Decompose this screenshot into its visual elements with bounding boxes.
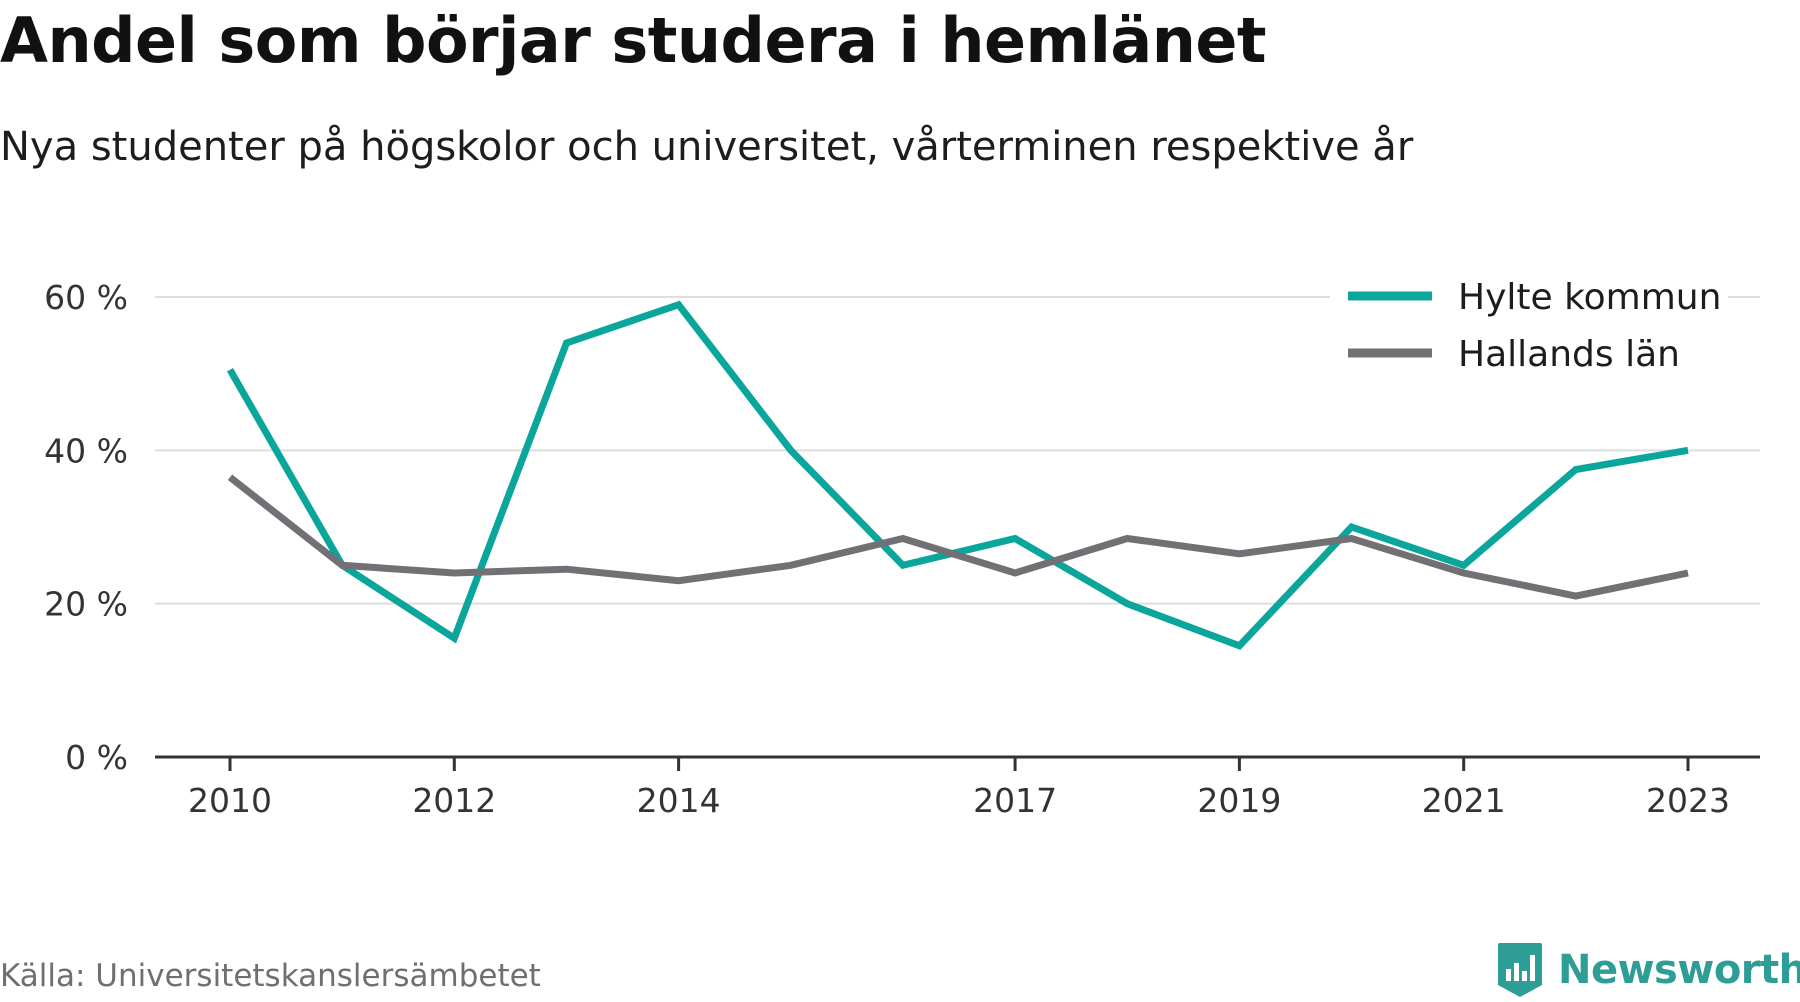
bar-chart-badge-icon — [1498, 943, 1542, 997]
series-line-halland — [227, 474, 1689, 600]
y-tick-label: 20 % — [44, 585, 128, 624]
chart-subtitle: Nya studenter på högskolor och universit… — [0, 124, 1414, 170]
x-tick-label: 2012 — [412, 781, 496, 820]
legend-label: Hylte kommun — [1458, 277, 1721, 318]
x-axis-ticks: 2010 2012 2014 2017 2019 2021 2023 — [188, 757, 1730, 820]
x-tick-label: 2021 — [1422, 781, 1506, 820]
legend-label: Hallands län — [1458, 334, 1680, 375]
x-tick-label: 2014 — [637, 781, 721, 820]
x-tick-label: 2019 — [1197, 781, 1281, 820]
chart-title: Andel som börjar studera i hemlänet — [0, 4, 1267, 77]
y-axis-ticks: 0 % 20 % 40 % 60 % — [44, 278, 128, 777]
x-tick-label: 2023 — [1646, 781, 1730, 820]
brand-name: Newsworthy — [1558, 947, 1800, 993]
y-tick-label: 60 % — [44, 278, 128, 317]
brand-logo: Newsworthy — [1496, 938, 1800, 1002]
x-tick-label: 2017 — [973, 781, 1057, 820]
y-tick-label: 0 % — [65, 738, 128, 777]
series-line-hylte — [226, 300, 1689, 650]
series-lines — [226, 300, 1689, 650]
source-note: Källa: Universitetskanslersämbetet — [0, 958, 541, 994]
x-tick-label: 2010 — [188, 781, 272, 820]
y-tick-label: 40 % — [44, 431, 128, 470]
legend: Hylte kommun Hallands län — [1330, 270, 1728, 375]
